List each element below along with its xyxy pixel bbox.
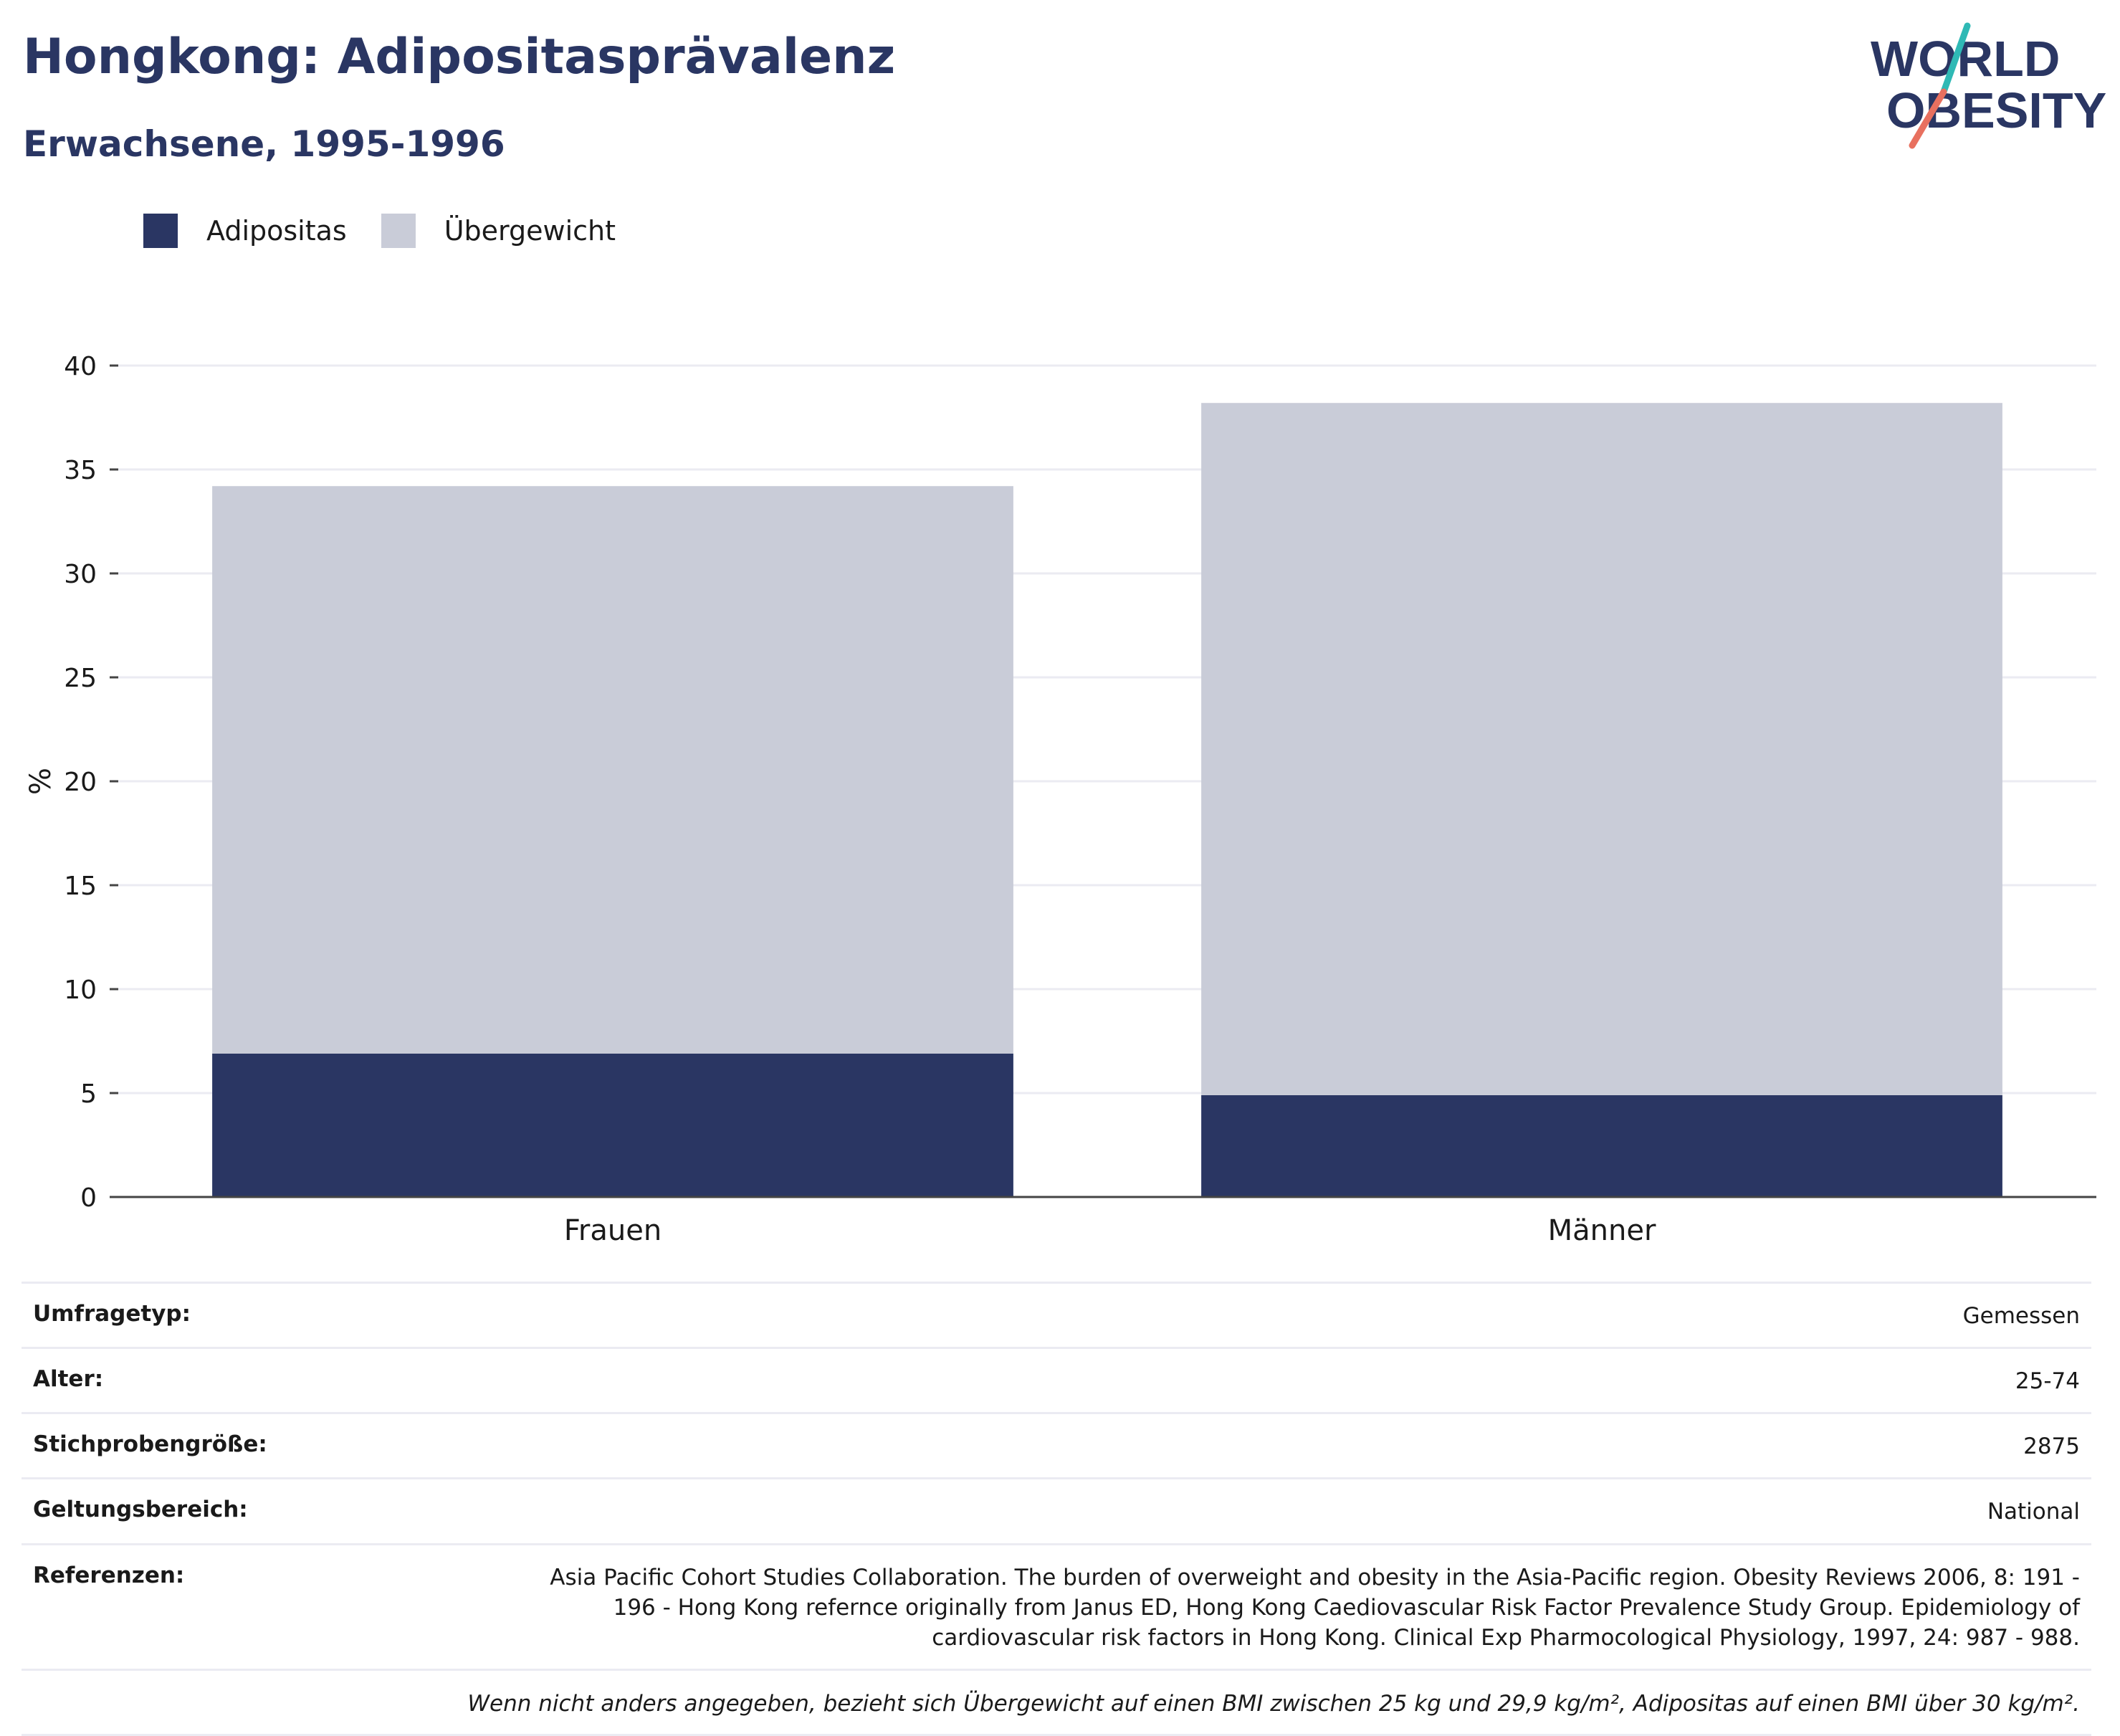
meta-value: 2875	[2023, 1434, 2080, 1460]
x-tick-label: Männer	[1548, 1214, 1656, 1247]
meta-key: Alter:	[33, 1366, 104, 1393]
bar-overweight-1	[1201, 403, 2002, 1095]
bar-obesity-1	[1201, 1094, 2002, 1197]
y-tick-label: 25	[64, 664, 97, 693]
legend-swatch-obesity	[143, 214, 178, 248]
y-tick-label: 15	[64, 872, 97, 901]
logo-slash-teal	[1940, 22, 1971, 95]
bar-obesity-0	[212, 1053, 1013, 1197]
bar-overweight-0	[212, 486, 1013, 1054]
y-tick-label: 30	[64, 560, 97, 589]
meta-value: National	[1987, 1499, 2080, 1525]
meta-value: Gemessen	[1962, 1303, 2080, 1329]
meta-key: Geltungsbereich:	[33, 1497, 248, 1523]
chart-subtitle: Erwachsene, 1995-1996	[23, 123, 505, 165]
x-tick-label: Frauen	[564, 1214, 662, 1247]
world-obesity-logo: WORLD OBESITY	[1871, 22, 2106, 149]
y-tick-label: 0	[80, 1183, 97, 1213]
legend-item-obesity[interactable]: Adipositas	[143, 214, 347, 248]
legend: Adipositas Übergewicht	[143, 214, 650, 248]
legend-label-obesity: Adipositas	[206, 215, 347, 247]
meta-row-age: Alter: 25-74	[22, 1347, 2091, 1412]
legend-swatch-overweight	[381, 214, 416, 248]
bar-chart: 0 5 10 15 20 25 30 35 40% Frauen Männer	[24, 352, 2096, 1247]
y-tick-label: 40	[64, 352, 97, 381]
meta-key: Umfragetyp:	[33, 1301, 191, 1327]
meta-value: 25-74	[2015, 1368, 2080, 1395]
meta-row-survey-type: Umfragetyp: Gemessen	[22, 1282, 2091, 1347]
bmi-definition-note: Wenn nicht anders angegeben, bezieht sic…	[22, 1669, 2091, 1736]
meta-key: Referenzen:	[33, 1562, 185, 1588]
y-axis-label: %	[24, 768, 57, 795]
y-tick-label: 5	[80, 1079, 97, 1109]
legend-item-overweight[interactable]: Übergewicht	[381, 214, 616, 248]
y-tick-label: 35	[64, 456, 97, 485]
meta-row-sample-size: Stichprobengröße: 2875	[22, 1412, 2091, 1477]
chart-title: Hongkong: Adipositasprävalenz	[23, 29, 896, 85]
survey-details: Umfragetyp: Gemessen Alter: 25-74 Stichp…	[22, 1282, 2091, 1736]
y-tick-label: 10	[64, 976, 97, 1005]
meta-row-scope: Geltungsbereich: National	[22, 1477, 2091, 1542]
y-tick-label: 20	[64, 768, 97, 797]
meta-key: Stichprobengröße:	[33, 1431, 267, 1458]
legend-label-overweight: Übergewicht	[444, 215, 616, 247]
meta-value: Asia Pacific Cohort Studies Collaboratio…	[550, 1564, 2080, 1651]
meta-row-references: Referenzen: Asia Pacific Cohort Studies …	[22, 1542, 2091, 1669]
logo-slash-coral	[1909, 88, 1947, 149]
